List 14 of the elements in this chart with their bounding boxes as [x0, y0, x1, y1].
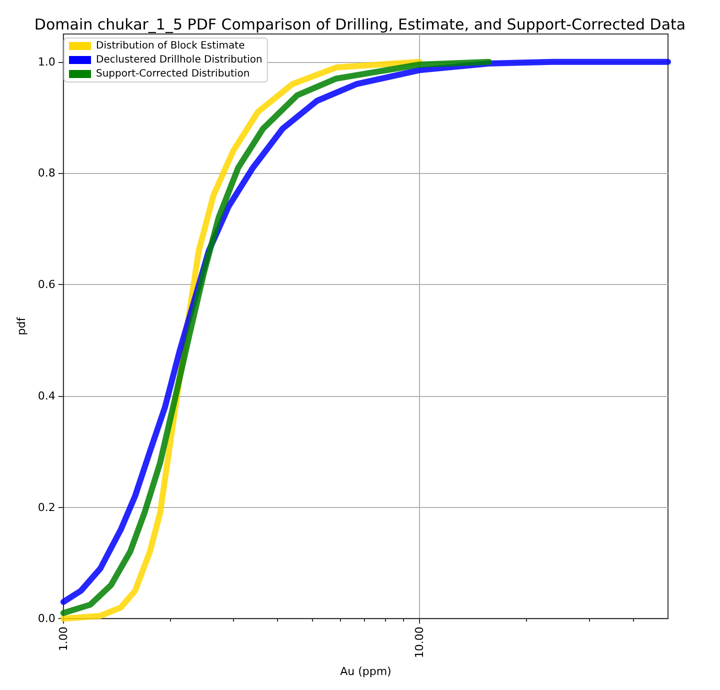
- y-tick-label: 1.0: [38, 55, 56, 68]
- x-tick-label: 1.00: [56, 626, 70, 652]
- y-tick-label: 0.8: [38, 166, 56, 180]
- chart-title: Domain chukar_1_5 PDF Comparison of Drilling, Estimate, and Support-Corrected Data: [34, 16, 686, 34]
- x-axis-title: Au (ppm): [340, 665, 392, 678]
- x-tick-label: 10.00: [412, 626, 426, 658]
- y-tick-label: 0.6: [38, 278, 56, 292]
- legend-label: Support-Corrected Distribution: [96, 68, 250, 80]
- y-tick-label: 0.2: [38, 500, 56, 514]
- y-axis-title: pdf: [15, 316, 28, 336]
- legend-label: Distribution of Block Estimate: [96, 40, 245, 52]
- y-tick-label: 0.4: [38, 389, 56, 402]
- legend-label: Declustered Drillhole Distribution: [96, 54, 262, 66]
- y-tick-label: 0.0: [38, 612, 56, 626]
